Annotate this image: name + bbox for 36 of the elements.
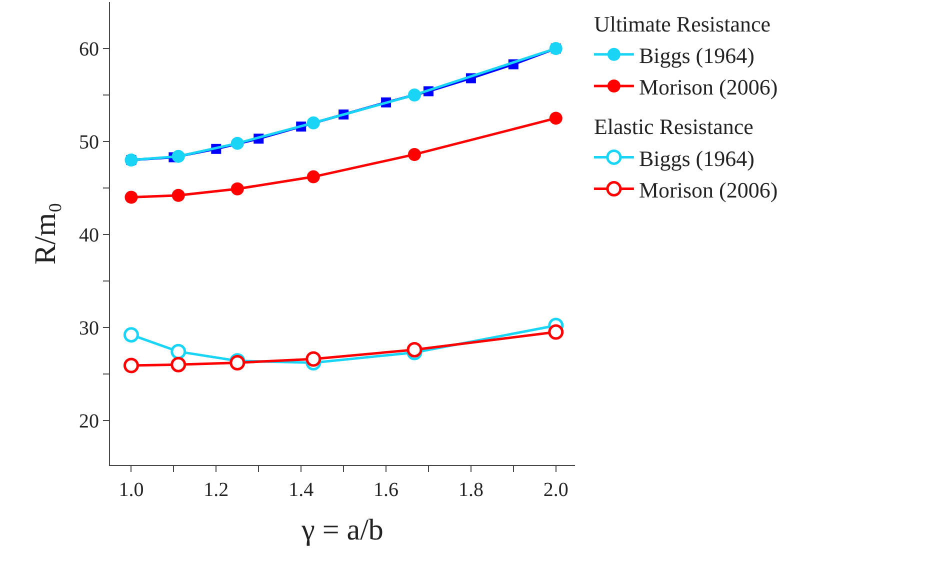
legend-label: Biggs (1964) (638, 42, 754, 68)
point (230, 136, 244, 150)
y-tick-label: 60 (79, 38, 99, 60)
point (172, 150, 185, 163)
point (306, 351, 322, 367)
x-tick-label: 1.4 (288, 479, 314, 501)
text: Elastic Resistance (594, 114, 754, 140)
point (306, 170, 320, 184)
point (408, 148, 421, 161)
point (408, 88, 421, 102)
point (124, 190, 138, 204)
x-tick-label: 1.2 (204, 479, 229, 501)
legend-label: Morison (2006) (638, 177, 778, 202)
point (548, 324, 564, 340)
legend-label: Biggs (1964) (638, 146, 754, 171)
y-tick-label: 20 (79, 410, 99, 432)
legend-label: Morison (2006) (638, 74, 778, 100)
x-axis-title: γ = a/b (300, 514, 384, 546)
x-tick-label: 1.0 (118, 479, 144, 501)
x-tick-label: 1.6 (374, 479, 399, 501)
point (549, 112, 562, 125)
point (172, 188, 185, 202)
point (230, 182, 244, 196)
point (123, 358, 139, 374)
y-tick-label: 40 (79, 224, 99, 246)
y-tick-label: 50 (79, 131, 99, 154)
point (123, 327, 139, 343)
x-tick-label: 1.8 (458, 479, 484, 501)
point (170, 356, 186, 372)
y-tick-label: 30 (79, 317, 99, 340)
point (306, 116, 320, 130)
text: Ultimate Resistance (594, 11, 771, 36)
point (406, 342, 422, 358)
point (170, 344, 186, 360)
x-tick-label: 2.0 (543, 479, 568, 501)
y-axis-title: R/m₀ (29, 202, 62, 265)
